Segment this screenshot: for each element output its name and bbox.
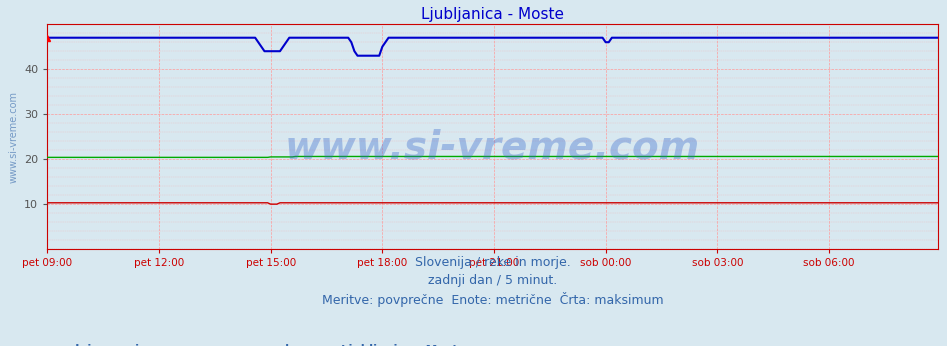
Text: www.si-vreme.com: www.si-vreme.com	[9, 91, 19, 183]
Text: www.si-vreme.com: www.si-vreme.com	[285, 129, 700, 167]
Text: maks.:: maks.:	[265, 344, 310, 346]
Text: Meritve: povprečne  Enote: metrične  Črta: maksimum: Meritve: povprečne Enote: metrične Črta:…	[322, 292, 663, 307]
Text: sedaj:: sedaj:	[56, 344, 97, 346]
Text: Slovenija / reke in morje.: Slovenija / reke in morje.	[415, 256, 570, 269]
Text: zadnji dan / 5 minut.: zadnji dan / 5 minut.	[428, 274, 557, 287]
Title: Ljubljanica - Moste: Ljubljanica - Moste	[420, 7, 564, 22]
Text: Ljubljanica - Moste: Ljubljanica - Moste	[341, 344, 466, 346]
Text: povpr.:: povpr.:	[194, 344, 241, 346]
Text: min.:: min.:	[123, 344, 157, 346]
